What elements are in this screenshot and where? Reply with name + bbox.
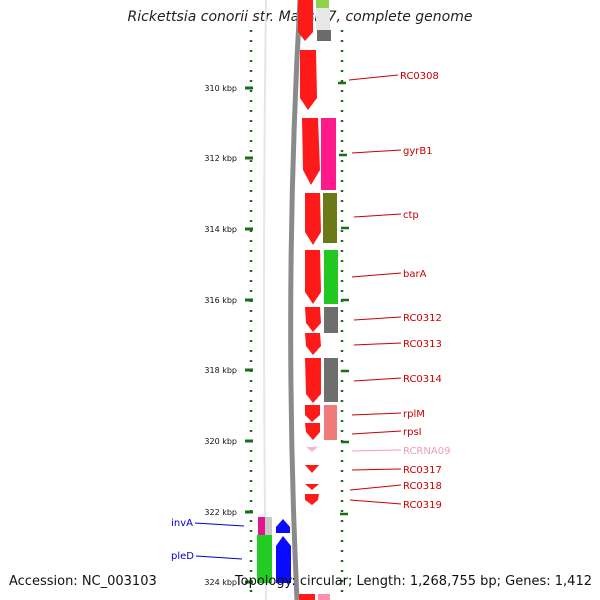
gene-arrow-barA [305, 250, 321, 304]
ruler-tick-label: 314 kbp [204, 225, 237, 234]
category-block-ctp [323, 193, 337, 243]
genome-backbone-inner [263, 0, 267, 600]
category-block-bottom [318, 594, 330, 600]
gene-label: RC0313 [403, 339, 442, 350]
gene-block-top-green [316, 0, 329, 8]
label-leader-line [351, 430, 402, 435]
label-leader-line [351, 272, 402, 278]
gene-arrow-invA [276, 519, 290, 533]
label-leader-line [194, 522, 245, 527]
gene-label: RCRNA09 [403, 446, 450, 457]
gene-arrow-gyrB1 [302, 118, 320, 185]
gene-label: rplM [403, 409, 425, 420]
gene-arrow-RC0308 [300, 50, 317, 110]
category-block-RC0312 [324, 307, 338, 333]
summary-text: Topology: circular; Length: 1,268,755 bp… [234, 574, 592, 589]
gene-label: ctp [403, 210, 419, 221]
label-leader-line [353, 213, 402, 218]
gene-label: RC0312 [403, 313, 442, 324]
category-block-barA [324, 250, 338, 304]
gene-arrow-RC0312 [305, 307, 321, 332]
gene-label: invA [171, 518, 193, 529]
gene-arrow-ctp [305, 193, 321, 245]
label-leader-line [351, 468, 402, 471]
gene-label: RC0317 [403, 465, 442, 476]
rna-arrow-RCRNA09 [306, 447, 318, 452]
label-leader-line [353, 316, 402, 321]
gene-label: gyrB1 [403, 146, 433, 157]
top-fragments [298, 0, 331, 41]
label-leader-line [349, 484, 402, 491]
gene-arrow-RC0314 [305, 358, 321, 403]
outer-track-ticks [338, 81, 349, 516]
category-block-invA-b [265, 517, 272, 535]
category-block-gyrB1 [321, 118, 336, 190]
category-block-invA [258, 517, 265, 535]
label-leader-line [349, 499, 402, 505]
gene-arrow-rplM [305, 405, 320, 422]
label-leader-line [353, 377, 402, 382]
gene-arrow-RC0317 [305, 465, 319, 473]
accession-text: Accession: NC_003103 [9, 574, 157, 589]
ruler-tick-label: 312 kbp [204, 154, 237, 163]
ruler-tick-label: 318 kbp [204, 366, 237, 375]
label-leader-line [348, 74, 399, 81]
category-block-rplM [324, 405, 337, 440]
label-leader-line [351, 449, 402, 452]
gene-block-top-light [316, 8, 330, 30]
scale-ruler: 310 kbp 312 kbp 314 kbp 316 kbp 318 kbp 320 k… [204, 84, 253, 587]
gene-arrow-RC0318 [305, 484, 319, 490]
gene-label: RC0308 [400, 71, 439, 82]
gene-label: barA [403, 269, 427, 280]
label-leader-line [353, 342, 402, 346]
gene-label: RC0318 [403, 481, 442, 492]
gene-block-top-gray [317, 30, 331, 41]
ruler-tick-label: 310 kbp [204, 84, 237, 93]
ruler-tick-label: 320 kbp [204, 437, 237, 446]
ruler-tick-label: 322 kbp [204, 508, 237, 517]
genome-backbone [288, 0, 303, 600]
gene-arrow-RC0313 [305, 333, 321, 355]
gene-arrow-RC0319 [305, 494, 319, 505]
gene-label: RC0314 [403, 374, 442, 385]
category-blocks [318, 118, 338, 600]
gene-label: RC0319 [403, 500, 442, 511]
ruler-tick-label: 324 kbp [204, 578, 237, 587]
gene-block-bottom [299, 594, 315, 600]
category-block-RC0314 [324, 358, 338, 402]
gene-arrow-pleD [276, 536, 291, 583]
gene-labels: RC0308 gyrB1 ctp barA RC0312 RC0313 RC0314 rplM… [171, 71, 450, 562]
gene-arrow-top [298, 0, 313, 41]
gene-arrow-rpsI [305, 423, 320, 440]
reverse-strand-genes [299, 50, 321, 600]
gene-label: pleD [171, 551, 194, 562]
label-leader-line [351, 412, 402, 416]
ruler-tick-label: 316 kbp [204, 296, 237, 305]
label-leader-line [351, 149, 402, 154]
label-leader-line [195, 555, 243, 560]
gene-label: rpsI [403, 427, 422, 438]
forward-strand-genes [257, 517, 291, 583]
category-block-pleD [257, 535, 272, 583]
